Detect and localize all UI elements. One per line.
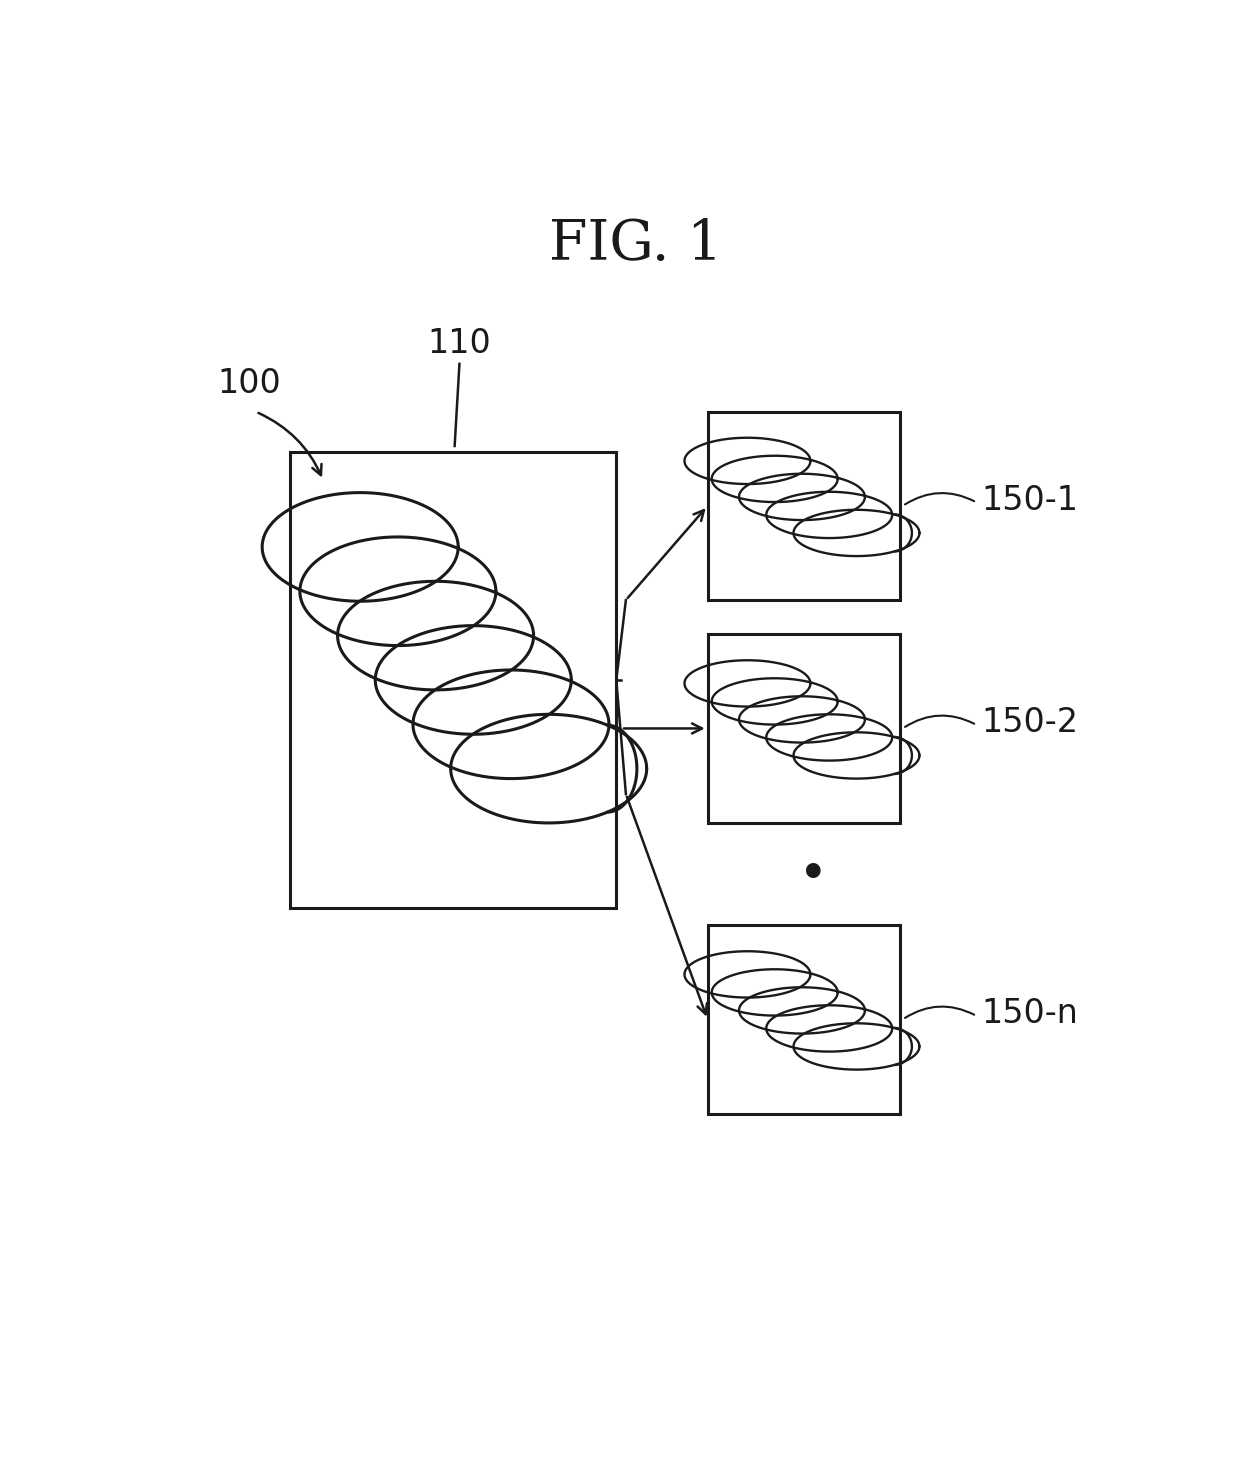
Text: •: • — [800, 854, 827, 895]
Bar — [290, 452, 616, 908]
Text: 110: 110 — [428, 328, 491, 360]
Text: 100: 100 — [217, 366, 281, 400]
Text: 150-n: 150-n — [982, 997, 1079, 1030]
Text: FIG. 1: FIG. 1 — [549, 218, 722, 273]
Bar — [708, 412, 900, 600]
Bar — [708, 925, 900, 1113]
Text: 150-1: 150-1 — [982, 483, 1079, 517]
Bar — [708, 634, 900, 823]
Text: 150-2: 150-2 — [982, 707, 1079, 740]
